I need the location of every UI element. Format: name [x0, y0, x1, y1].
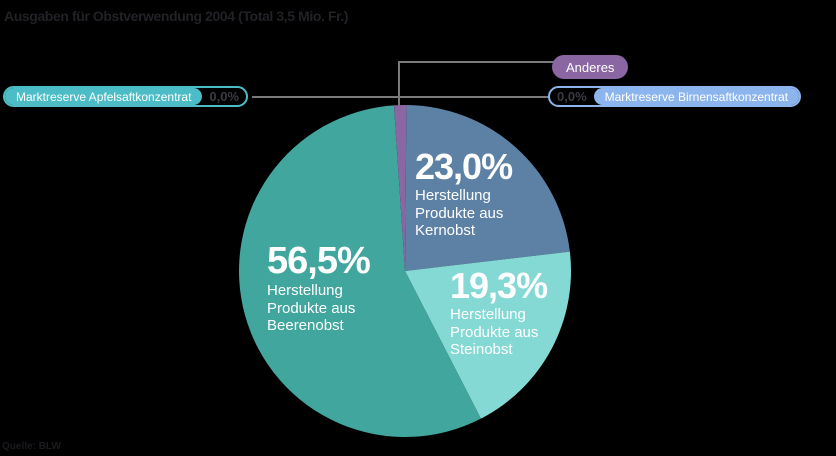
slice-label-beerenobst: 56,5% Herstellung Produkte aus Beerenobs… — [267, 240, 371, 335]
callout-anderes: Anderes — [552, 55, 629, 79]
callout-label: Marktreserve Apfelsaftkonzentrat — [5, 88, 203, 105]
slice-label-kernobst: 23,0% Herstellung Produkte aus Kernobst — [415, 146, 513, 240]
slice-label-line: Steinobst — [450, 341, 513, 358]
slice-percentage: 23,0% — [415, 146, 513, 187]
slice-label-line: Produkte aus — [267, 299, 356, 317]
callout-birnensaftkonzentrat: 0,0% Marktreserve Birnensaftkonzentrat — [548, 86, 802, 107]
callout-label: Marktreserve Birnensaftkonzentrat — [593, 88, 800, 105]
slice-percentage: 56,5% — [267, 240, 371, 282]
slice-label-line: Produkte aus — [450, 323, 539, 341]
callout-percentage: 0,0% — [209, 89, 240, 104]
pie-slice-steinobst — [405, 251, 572, 419]
slice-label-line: Herstellung — [450, 306, 526, 323]
slice-label-steinobst: 19,3% Herstellung Produkte aus Steinobst — [450, 265, 548, 359]
pie-slice-beerenobst — [239, 105, 481, 438]
chart-title: Ausgaben für Obstverwendung 2004 (Total … — [4, 8, 349, 24]
pie-slice-anderes — [393, 105, 407, 271]
slice-label-line: Produkte aus — [415, 204, 504, 222]
slice-label-line: Beerenobst — [267, 317, 344, 334]
source-note: Quelle: BLW — [2, 441, 61, 452]
callout-apfelsaftkonzentrat: Marktreserve Apfelsaftkonzentrat 0,0% — [3, 86, 249, 107]
slice-label-line: Herstellung — [415, 187, 491, 204]
slice-label-line: Kernobst — [415, 222, 476, 239]
pie-slice-kernobst — [405, 105, 570, 271]
callout-percentage: 0,0% — [557, 89, 587, 104]
slice-label-line: Herstellung — [267, 282, 343, 299]
pie-slices — [239, 105, 572, 438]
slice-percentage: 19,3% — [450, 265, 548, 306]
